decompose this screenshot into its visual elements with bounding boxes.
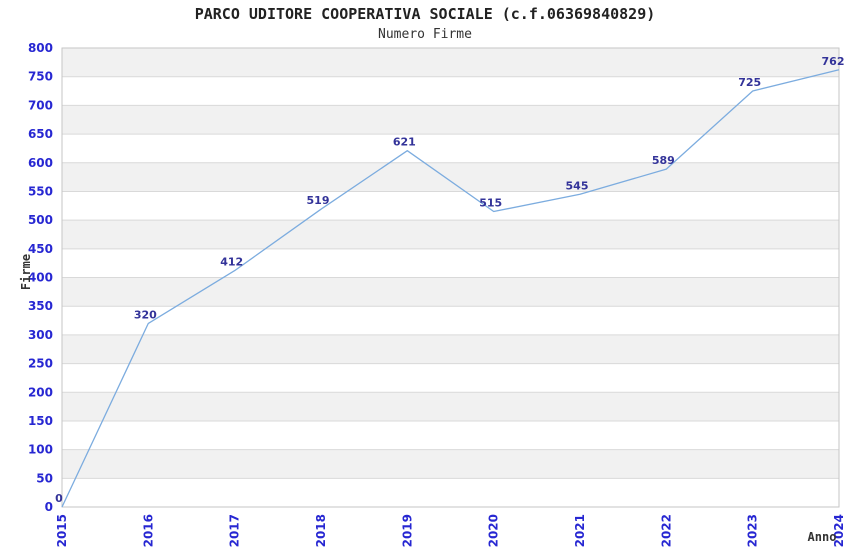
y-tick-label: 600 [28,156,53,170]
y-tick-label: 200 [28,385,53,399]
x-tick-label: 2020 [487,514,501,547]
x-axis-title: Anno [807,530,837,544]
plot-band [62,220,839,249]
y-tick-label: 300 [28,328,53,342]
x-tick-label: 2023 [746,514,760,547]
y-tick-label: 750 [28,70,53,84]
y-tick-label: 50 [36,471,53,485]
data-label: 589 [652,154,675,167]
chart-subtitle: Numero Firme [378,27,472,42]
x-tick-label: 2019 [400,514,414,547]
y-tick-label: 550 [28,184,53,198]
y-tick-label: 350 [28,299,53,313]
y-tick-label: 250 [28,357,53,371]
y-tick-label: 800 [28,41,53,55]
x-tick-label: 2015 [55,514,69,547]
y-tick-label: 400 [28,271,53,285]
plot-band [62,105,839,135]
x-tick-label: 2016 [141,514,155,547]
x-tick-label: 2017 [228,514,242,547]
y-tick-label: 450 [28,242,53,256]
y-tick-label: 150 [28,414,53,428]
y-tick-label: 0 [45,500,53,514]
data-label: 320 [134,308,157,321]
plot-band [62,162,839,192]
y-axis-title: Firme [19,253,33,291]
y-tick-label: 500 [28,213,53,227]
y-tick-label: 100 [28,443,53,457]
data-label: 762 [822,55,845,68]
chart-title: PARCO UDITORE COOPERATIVA SOCIALE (c.f.0… [194,5,656,23]
x-tick-label: 2022 [659,514,673,547]
data-label: 412 [220,256,243,269]
x-tick-label: 2021 [573,514,587,547]
plot-band [62,392,839,421]
y-tick-label: 650 [28,127,53,141]
plot-band [62,277,839,307]
data-label: 621 [393,136,416,149]
data-label: 519 [307,194,330,207]
data-label: 515 [479,197,502,210]
plot-band [62,334,839,364]
plot-band [62,449,839,479]
plot-border [61,47,840,508]
x-tick-label: 2018 [314,514,328,547]
data-label: 545 [566,179,589,192]
data-label: 0 [55,492,63,505]
plot-band [62,48,839,77]
series-line [61,69,840,508]
x-tick-label: 2024 [832,514,846,547]
data-label: 725 [738,76,761,89]
y-tick-label: 700 [28,98,53,112]
